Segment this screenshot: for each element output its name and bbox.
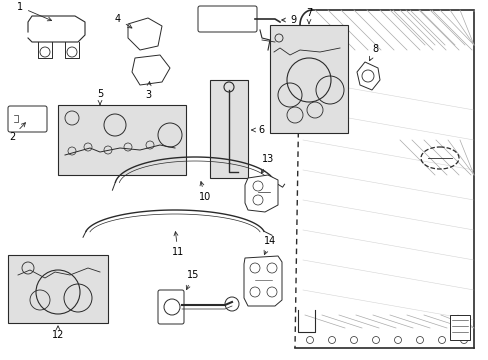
Polygon shape [244, 256, 282, 306]
FancyBboxPatch shape [158, 290, 183, 324]
FancyBboxPatch shape [269, 25, 347, 133]
FancyBboxPatch shape [198, 6, 257, 32]
Text: 11: 11 [171, 232, 184, 257]
Text: 15: 15 [186, 270, 199, 289]
FancyBboxPatch shape [8, 255, 108, 323]
FancyBboxPatch shape [449, 315, 469, 340]
Text: 3: 3 [144, 82, 151, 100]
Polygon shape [128, 18, 162, 50]
FancyBboxPatch shape [58, 105, 185, 175]
Text: 12: 12 [52, 326, 64, 340]
Polygon shape [132, 55, 170, 85]
Text: 5: 5 [97, 89, 103, 105]
Text: 2: 2 [9, 123, 25, 142]
FancyBboxPatch shape [209, 80, 247, 178]
Text: 1: 1 [17, 2, 51, 21]
Text: 8: 8 [369, 44, 377, 60]
Text: 7: 7 [305, 8, 311, 24]
Text: 9: 9 [281, 15, 296, 25]
Polygon shape [356, 62, 379, 90]
FancyBboxPatch shape [8, 106, 47, 132]
Text: 13: 13 [261, 154, 274, 174]
Text: 14: 14 [264, 236, 276, 255]
Text: 6: 6 [251, 125, 264, 135]
Polygon shape [244, 175, 278, 212]
Text: 10: 10 [199, 181, 211, 202]
Text: 4: 4 [115, 14, 132, 28]
